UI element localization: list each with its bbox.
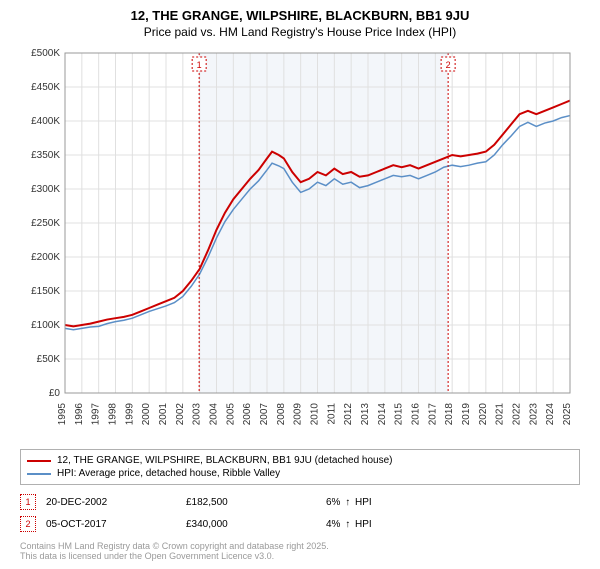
svg-text:2011: 2011 [326, 403, 337, 425]
svg-text:2001: 2001 [158, 403, 169, 426]
svg-text:2021: 2021 [495, 403, 506, 426]
legend-row: HPI: Average price, detached house, Ribb… [27, 467, 573, 480]
sale-date: 20-DEC-2002 [46, 497, 146, 508]
sale-price: £340,000 [186, 519, 286, 530]
title-subtitle: Price paid vs. HM Land Registry's House … [8, 25, 592, 39]
footer-attribution: Contains HM Land Registry data © Crown c… [20, 541, 580, 561]
svg-text:2022: 2022 [512, 403, 523, 426]
sale-pct-hpi: 6% ↑ HPI [326, 497, 372, 508]
svg-text:2017: 2017 [427, 403, 438, 426]
svg-text:2010: 2010 [310, 403, 321, 426]
svg-text:£150K: £150K [31, 286, 60, 297]
title-block: 12, THE GRANGE, WILPSHIRE, BLACKBURN, BB… [8, 8, 592, 39]
svg-text:2025: 2025 [562, 403, 573, 426]
svg-text:£500K: £500K [31, 48, 60, 59]
sale-row: 1 20-DEC-2002 £182,500 6% ↑ HPI [20, 491, 580, 513]
legend-label: 12, THE GRANGE, WILPSHIRE, BLACKBURN, BB… [57, 455, 393, 466]
legend-swatch [27, 460, 51, 462]
legend-row: 12, THE GRANGE, WILPSHIRE, BLACKBURN, BB… [27, 454, 573, 467]
svg-text:1995: 1995 [57, 403, 68, 426]
svg-text:£100K: £100K [31, 320, 60, 331]
svg-text:£350K: £350K [31, 150, 60, 161]
svg-text:2014: 2014 [377, 403, 388, 426]
svg-text:£450K: £450K [31, 82, 60, 93]
svg-text:2009: 2009 [293, 403, 304, 426]
chart-container: £0 £50K £100K £150K £200K £250K £300K £350K £400… [20, 43, 580, 443]
svg-text:2019: 2019 [461, 403, 472, 426]
sales-table: 1 20-DEC-2002 £182,500 6% ↑ HPI 2 05-OCT-2017… [20, 491, 580, 535]
legend-swatch [27, 473, 51, 475]
svg-text:2002: 2002 [175, 403, 186, 426]
svg-text:2020: 2020 [478, 403, 489, 426]
svg-text:2000: 2000 [141, 403, 152, 426]
legend-box: 12, THE GRANGE, WILPSHIRE, BLACKBURN, BB… [20, 449, 580, 485]
svg-text:£400K: £400K [31, 116, 60, 127]
svg-text:£250K: £250K [31, 218, 60, 229]
sale-row: 2 05-OCT-2017 £340,000 4% ↑ HPI [20, 513, 580, 535]
svg-text:2005: 2005 [225, 403, 236, 426]
sale-pct-hpi: 4% ↑ HPI [326, 519, 372, 530]
svg-text:2016: 2016 [411, 403, 422, 426]
svg-text:2015: 2015 [394, 403, 405, 426]
svg-text:1: 1 [197, 60, 202, 70]
svg-text:2013: 2013 [360, 403, 371, 426]
svg-text:£200K: £200K [31, 252, 60, 263]
sale-marker: 2 [20, 516, 36, 532]
sale-marker: 1 [20, 494, 36, 510]
svg-text:2024: 2024 [545, 403, 556, 426]
svg-text:2: 2 [446, 60, 451, 70]
svg-text:1998: 1998 [108, 403, 119, 426]
svg-text:1996: 1996 [74, 403, 85, 426]
svg-text:2008: 2008 [276, 403, 287, 426]
legend-label: HPI: Average price, detached house, Ribb… [57, 468, 280, 479]
svg-text:2023: 2023 [528, 403, 539, 426]
svg-text:1997: 1997 [91, 403, 102, 426]
sale-date: 05-OCT-2017 [46, 519, 146, 530]
svg-text:£0: £0 [49, 388, 61, 399]
svg-text:2018: 2018 [444, 403, 455, 426]
svg-text:£300K: £300K [31, 184, 60, 195]
sale-price: £182,500 [186, 497, 286, 508]
svg-text:£50K: £50K [37, 354, 61, 365]
svg-text:2007: 2007 [259, 403, 270, 426]
svg-text:1999: 1999 [124, 403, 135, 426]
svg-text:2004: 2004 [209, 403, 220, 426]
svg-text:2003: 2003 [192, 403, 203, 426]
svg-text:2012: 2012 [343, 403, 354, 426]
svg-text:2006: 2006 [242, 403, 253, 426]
chart-svg: £0 £50K £100K £150K £200K £250K £300K £350K £400… [20, 43, 580, 443]
title-address: 12, THE GRANGE, WILPSHIRE, BLACKBURN, BB… [8, 8, 592, 23]
footer-line1: Contains HM Land Registry data © Crown c… [20, 541, 580, 551]
